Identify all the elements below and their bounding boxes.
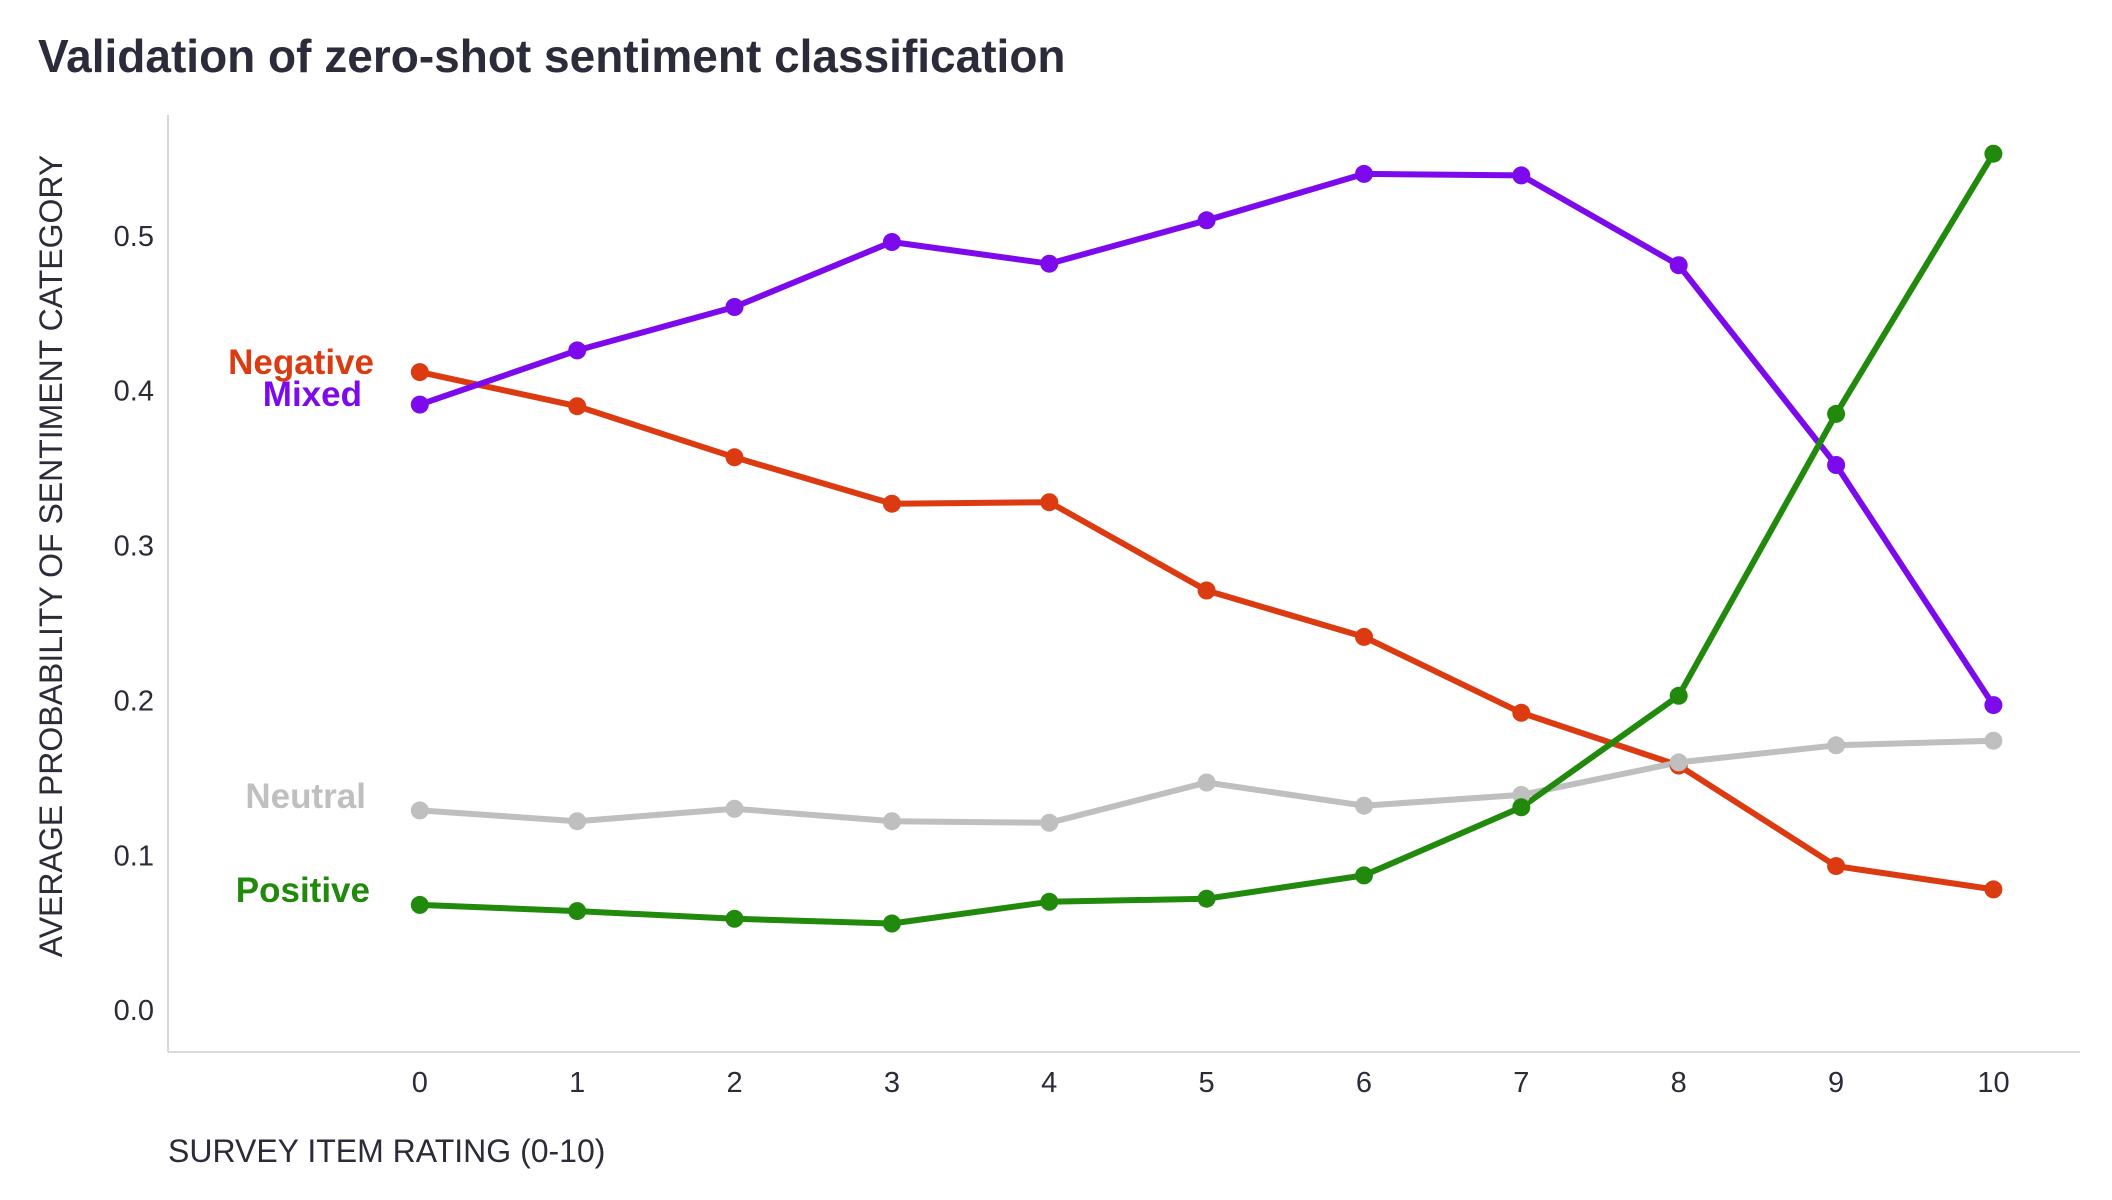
y-axis-title: AVERAGE PROBABILITY OF SENTIMENT CATEGOR…	[33, 155, 69, 958]
data-point-positive	[882, 914, 901, 933]
data-point-positive	[1355, 866, 1373, 885]
series-line-mixed	[416, 170, 1997, 709]
y-tick-label: 0.1	[114, 840, 154, 872]
data-point-positive	[1040, 892, 1059, 911]
x-tick-labels: 0 1 2 3 4 5 6 7 8 9 10	[412, 1067, 2010, 1099]
series-label-neutral: Neutral	[245, 777, 366, 816]
data-point-neutral	[1512, 785, 1531, 804]
x-tick-label: 10	[1977, 1067, 2009, 1099]
y-tick-label: 0.0	[114, 995, 154, 1027]
data-point-neutral	[1040, 813, 1059, 832]
data-point-positive	[725, 909, 744, 928]
x-tick-label: 0	[412, 1067, 428, 1099]
data-point-mixed	[410, 395, 429, 414]
data-point-positive	[568, 902, 587, 921]
data-point-neutral	[568, 812, 587, 831]
y-tick-label: 0.5	[114, 221, 154, 253]
data-point-negative	[882, 494, 901, 513]
data-point-positive	[410, 895, 429, 914]
data-point-neutral	[1355, 796, 1373, 815]
x-axis-title: SURVEY ITEM RATING (0-10)	[168, 1133, 605, 1169]
x-tick-label: 2	[726, 1067, 742, 1099]
series-points	[410, 144, 2003, 933]
y-tick-label: 0.3	[114, 531, 154, 563]
data-point-mixed	[1827, 456, 1846, 474]
x-tick-label: 6	[1356, 1067, 1372, 1099]
data-point-mixed	[1669, 256, 1688, 275]
data-point-negative	[410, 363, 429, 382]
x-tick-label: 9	[1828, 1067, 1844, 1099]
data-point-negative	[725, 448, 744, 467]
data-point-neutral	[1197, 773, 1216, 792]
chart-title: Validation of zero-shot sentiment classi…	[38, 30, 1066, 82]
data-point-mixed	[725, 298, 744, 316]
series-line-negative	[416, 369, 1997, 893]
x-tick-label: 4	[1041, 1067, 1057, 1099]
series-lines	[416, 150, 1997, 927]
x-tick-label: 5	[1199, 1067, 1215, 1099]
x-tick-label: 7	[1513, 1067, 1529, 1099]
x-tick-label: 8	[1671, 1067, 1687, 1099]
y-tick-label: 0.4	[114, 376, 154, 408]
x-tick-label: 3	[884, 1067, 900, 1099]
series-label-negative: Negative	[228, 343, 374, 382]
data-point-negative	[1040, 493, 1059, 512]
y-tick-label: 0.2	[114, 685, 154, 717]
data-point-mixed	[1197, 211, 1216, 230]
data-point-positive	[1197, 889, 1216, 908]
data-point-mixed	[1512, 166, 1531, 185]
series-label-mixed: Mixed	[263, 375, 362, 414]
data-point-negative	[1197, 581, 1216, 600]
data-point-neutral	[1669, 753, 1688, 772]
data-point-mixed	[1040, 254, 1059, 273]
data-point-mixed	[1984, 696, 2003, 715]
data-point-positive	[1984, 144, 2003, 163]
data-point-neutral	[1984, 731, 2003, 750]
data-point-mixed	[568, 341, 587, 360]
data-point-positive	[1669, 686, 1688, 705]
data-point-neutral	[725, 799, 744, 818]
data-point-negative	[1355, 627, 1373, 646]
data-point-neutral	[882, 812, 901, 831]
data-point-mixed	[882, 233, 901, 251]
series-label-positive: Positive	[236, 871, 370, 910]
series-line-positive	[416, 150, 1997, 927]
data-point-negative	[1984, 880, 2003, 899]
data-point-neutral	[410, 801, 429, 820]
data-point-negative	[1827, 857, 1846, 876]
y-tick-labels: 0.0 0.1 0.2 0.3 0.4 0.5	[114, 221, 154, 1027]
x-tick-label: 1	[569, 1067, 585, 1099]
data-point-positive	[1512, 798, 1531, 817]
data-point-negative	[568, 397, 587, 416]
data-point-neutral	[1827, 736, 1846, 755]
data-point-negative	[1512, 703, 1531, 722]
data-point-mixed	[1355, 164, 1373, 183]
data-point-positive	[1827, 404, 1846, 423]
